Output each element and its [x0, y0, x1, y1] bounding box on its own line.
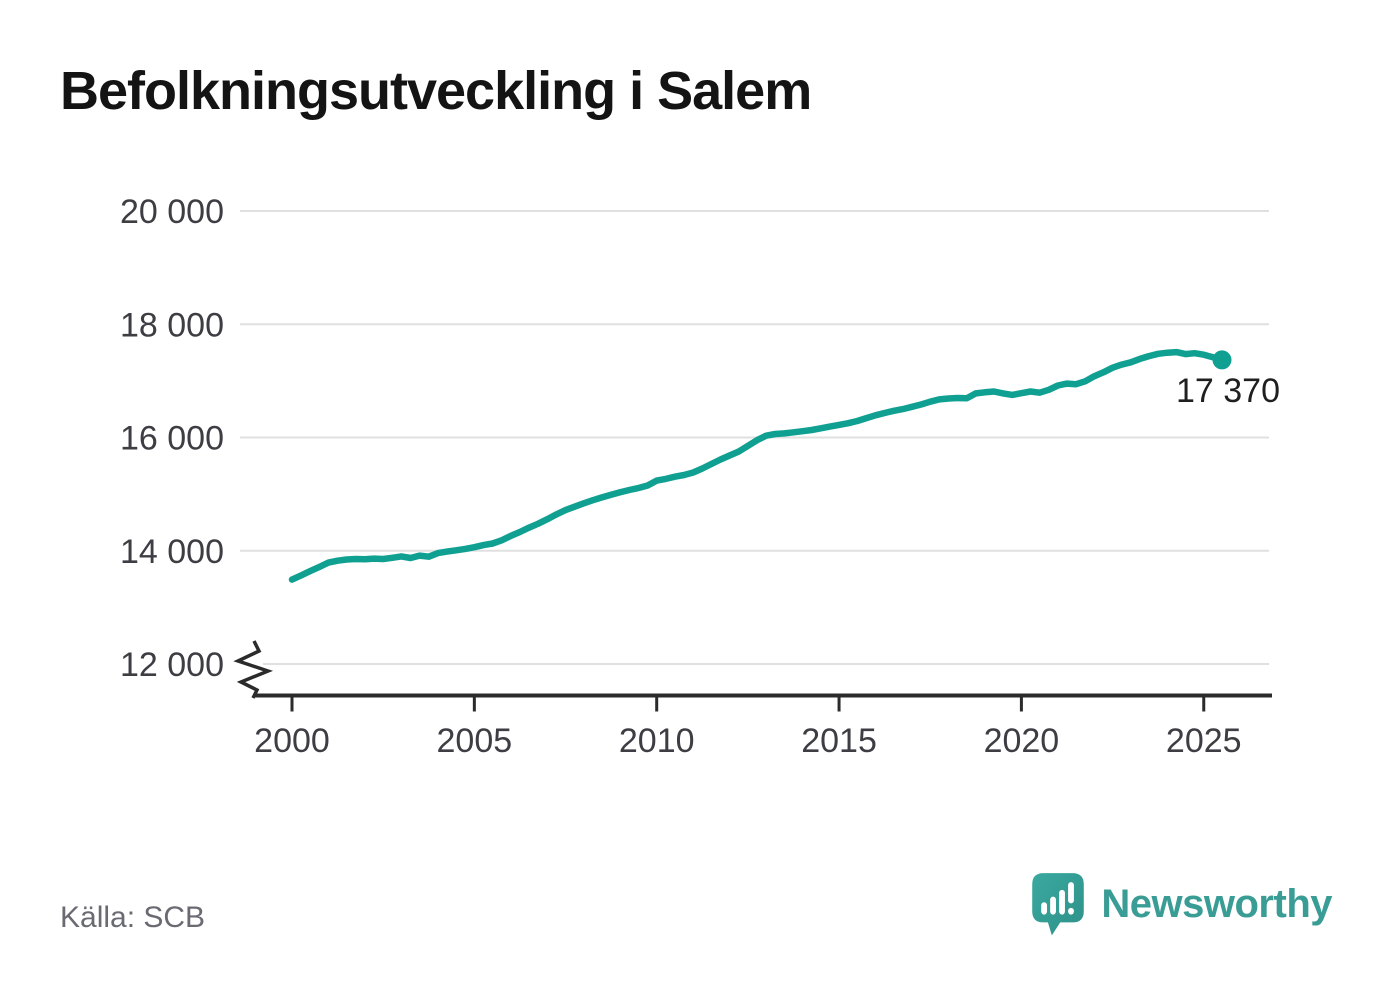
x-tick-label: 2025 — [1166, 722, 1242, 760]
x-tick-label: 2005 — [437, 722, 513, 760]
x-tick-label: 2020 — [984, 722, 1060, 760]
population-line-chart: 12 000 14 000 16 000 18 000 20 000 2000 2005 20… — [120, 193, 1280, 760]
end-value-label: 17 370 — [1176, 372, 1280, 410]
logo-exclamation-bar — [1068, 882, 1075, 904]
y-tick-label: 16 000 — [120, 420, 224, 458]
logo-exclamation-dot — [1068, 907, 1075, 915]
y-tick-label: 12 000 — [120, 646, 224, 684]
x-tick-label: 2000 — [254, 722, 330, 760]
x-tick-label: 2015 — [801, 722, 877, 760]
newsworthy-speech-bubble-icon — [1032, 873, 1085, 936]
y-tick-label: 20 000 — [120, 193, 224, 231]
x-tick-label: 2010 — [619, 722, 695, 760]
population-line — [288, 348, 1226, 583]
end-point-marker — [1212, 350, 1232, 370]
logo-bar-2 — [1050, 896, 1057, 915]
y-tick-label: 14 000 — [120, 533, 224, 571]
newsworthy-wordmark: Newsworthy — [1101, 882, 1332, 926]
speech-bubble-shape — [1032, 873, 1085, 936]
logo-bar-1 — [1041, 902, 1048, 915]
source-label: Källa: SCB — [60, 901, 206, 934]
newsworthy-logo[interactable]: Newsworthy — [1031, 872, 1332, 937]
y-axis-break-icon — [233, 640, 274, 699]
chart-title: Befolkningsutveckling i Salem — [60, 61, 812, 121]
y-tick-label: 18 000 — [120, 306, 224, 344]
logo-bar-3 — [1059, 889, 1066, 915]
